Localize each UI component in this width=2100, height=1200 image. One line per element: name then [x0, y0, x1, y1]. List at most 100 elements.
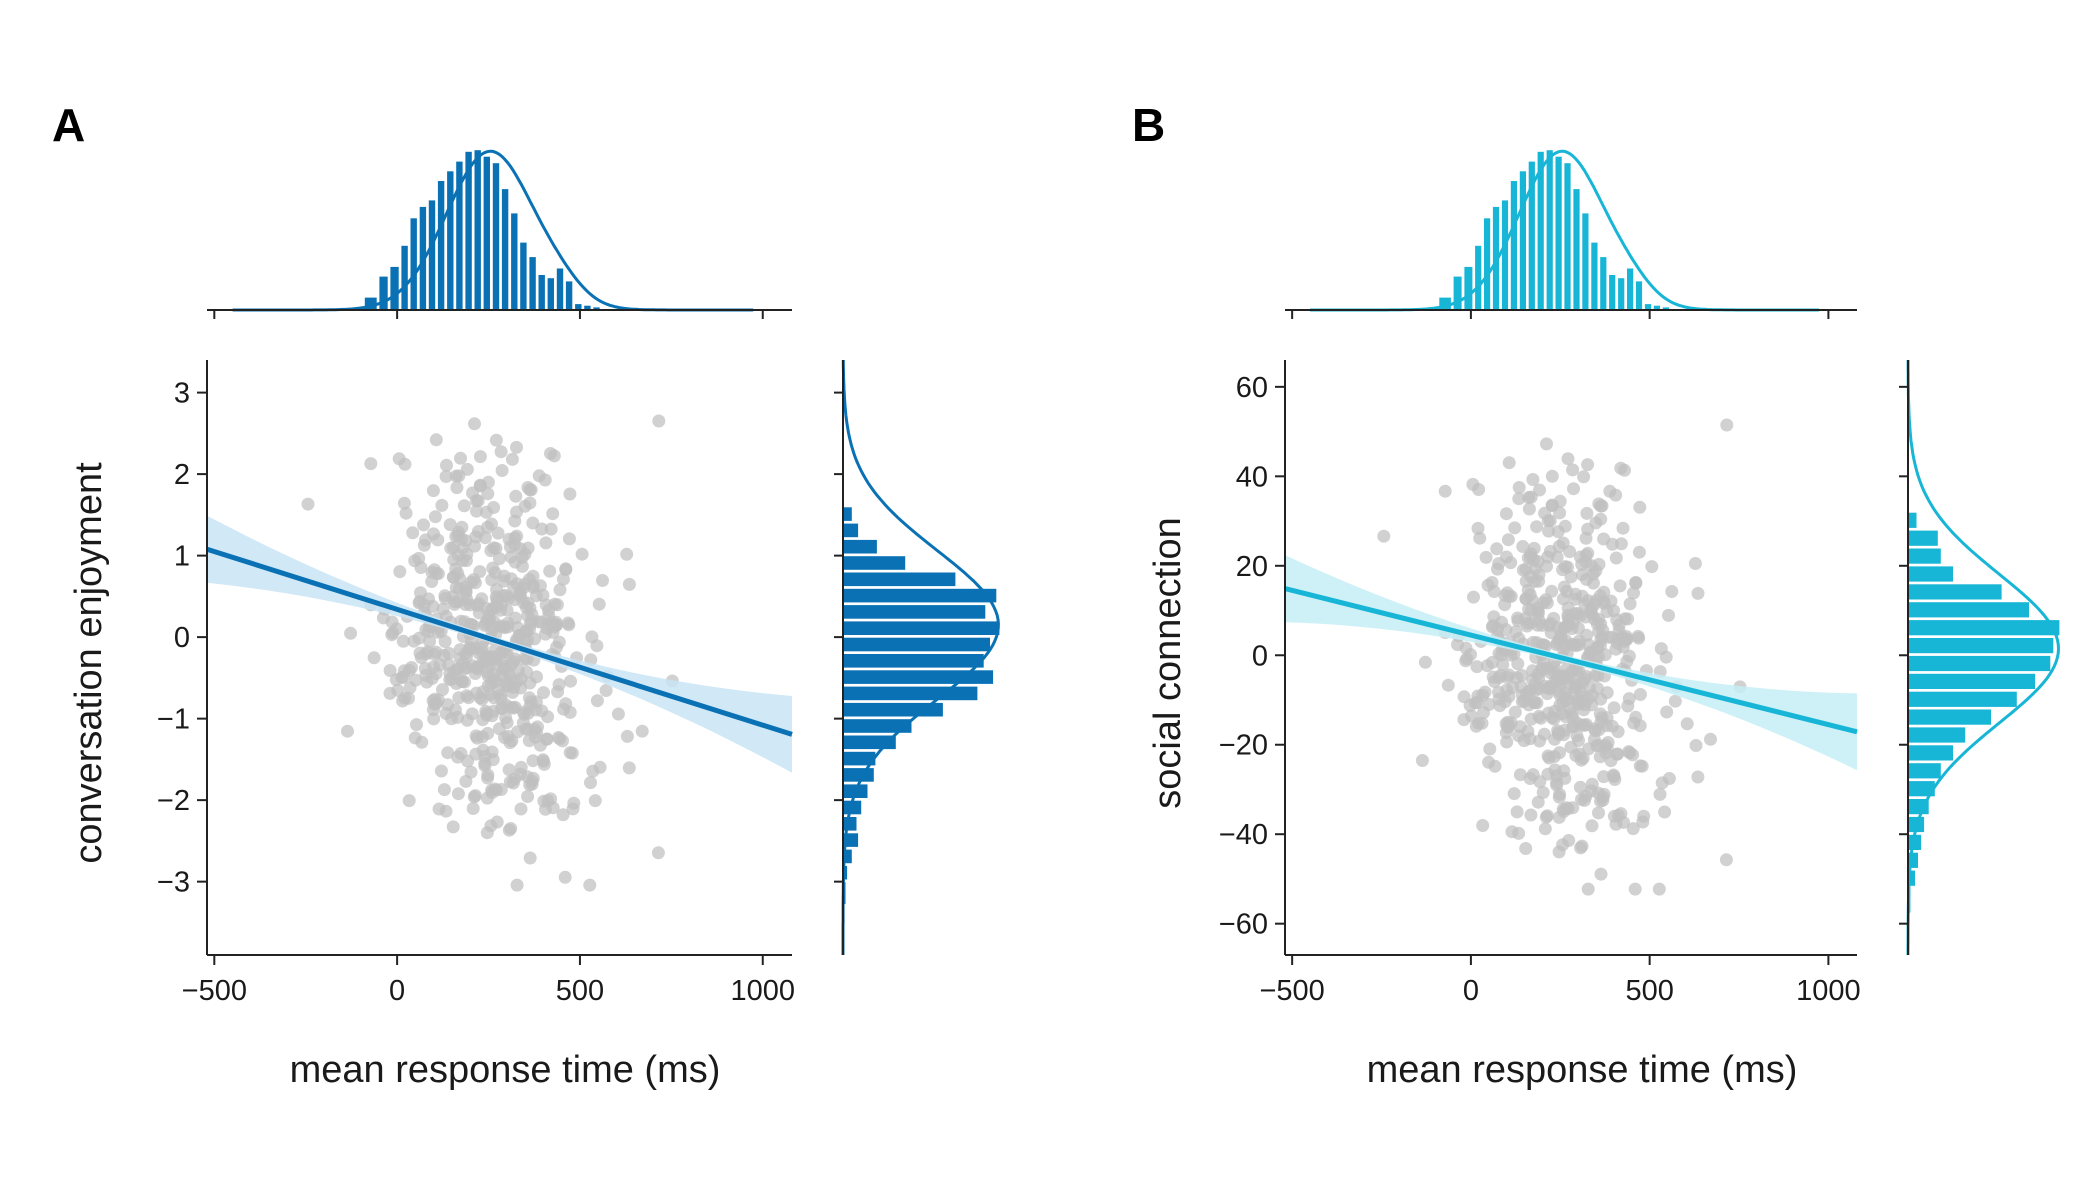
histogram-bar — [1607, 273, 1617, 311]
scatter-point — [1691, 770, 1705, 784]
scatter-point — [1627, 716, 1641, 730]
scatter-point — [1632, 545, 1646, 559]
scatter-point — [1550, 776, 1563, 790]
x-tick-label: 0 — [389, 975, 405, 1007]
scatter-point — [484, 651, 497, 665]
scatter-point — [1561, 452, 1575, 466]
histogram-bar — [427, 199, 437, 311]
scatter-point — [1509, 625, 1523, 639]
scatter-point — [471, 662, 485, 676]
scatter-point — [1511, 657, 1525, 671]
scatter-point — [523, 601, 537, 615]
scatter-point — [1665, 585, 1679, 598]
scatter-point — [1556, 563, 1570, 577]
scatter-point — [1579, 789, 1593, 803]
scatter-point — [1469, 719, 1483, 733]
scatter-point — [1492, 671, 1506, 685]
histogram-bar — [436, 179, 446, 311]
panel-a: A −500 0 500 1000 3 2 1 0 −1 −2 −3 mean response t… — [52, 99, 1001, 1091]
scatter-point — [1470, 696, 1484, 709]
scatter-point — [1541, 767, 1555, 781]
scatter-point — [1574, 753, 1588, 767]
panel-a-x-axis-label: mean response time (ms) — [290, 1049, 721, 1091]
histogram-bar — [1634, 280, 1644, 311]
scatter-point — [415, 735, 429, 749]
scatter-point — [425, 565, 439, 579]
scatter-point — [1556, 592, 1570, 606]
scatter-point — [1483, 742, 1497, 756]
histogram-bar — [537, 273, 547, 311]
scatter-point — [1593, 707, 1607, 721]
histogram-bar — [482, 155, 492, 311]
scatter-point — [1457, 690, 1471, 704]
histogram-bar — [1907, 565, 1955, 583]
scatter-point — [515, 559, 529, 573]
scatter-point — [1579, 610, 1593, 624]
scatter-point — [427, 712, 441, 726]
scatter-point — [1594, 512, 1608, 526]
scatter-point — [502, 823, 516, 837]
scatter-point — [501, 616, 515, 630]
scatter-point — [1438, 484, 1452, 498]
scatter-point — [454, 451, 467, 465]
scatter-point — [495, 701, 509, 715]
scatter-point — [514, 802, 528, 816]
scatter-point — [466, 802, 480, 815]
scatter-point — [1418, 655, 1432, 669]
scatter-point — [1540, 437, 1553, 451]
scatter-point — [341, 724, 354, 738]
y-tick-label: 0 — [1252, 640, 1268, 672]
scatter-point — [1377, 529, 1391, 543]
scatter-point — [426, 484, 440, 498]
scatter-point — [428, 692, 442, 706]
scatter-point — [464, 575, 478, 589]
histogram-bar — [1625, 267, 1635, 311]
scatter-point — [1601, 736, 1615, 749]
scatter-point — [510, 529, 524, 543]
panel-b-scatter-plot: −500 0 500 1000 60 40 20 0 −20 −40 −60 — [1219, 360, 1861, 1007]
histogram-bar — [842, 685, 979, 702]
scatter-point — [1660, 705, 1674, 719]
scatter-point — [463, 617, 477, 631]
scatter-point — [575, 547, 589, 561]
scatter-point — [562, 532, 576, 546]
y-tick-label: 40 — [1236, 461, 1268, 493]
scatter-point — [1540, 809, 1554, 823]
scatter-point — [484, 544, 498, 558]
scatter-point — [517, 705, 531, 719]
scatter-point — [1599, 746, 1613, 760]
scatter-point — [533, 579, 547, 593]
scatter-point — [1521, 616, 1535, 630]
scatter-point — [1464, 648, 1477, 661]
scatter-point — [1541, 749, 1555, 763]
scatter-point — [451, 529, 465, 543]
scatter-point — [523, 851, 537, 865]
histogram-bar — [1907, 600, 2031, 619]
scatter-point — [1618, 463, 1631, 477]
scatter-point — [1658, 805, 1672, 819]
histogram-bar — [445, 170, 455, 311]
scatter-point — [1652, 882, 1666, 896]
histogram-bar — [1473, 244, 1483, 311]
scatter-point — [451, 710, 464, 724]
histogram-bar — [1907, 761, 1943, 780]
scatter-point — [1580, 506, 1594, 520]
scatter-point — [1538, 506, 1552, 520]
x-tick-label: 500 — [556, 975, 604, 1007]
scatter-point — [1500, 735, 1514, 749]
scatter-point — [1616, 521, 1630, 535]
scatter-point — [511, 725, 524, 739]
scatter-point — [1548, 732, 1562, 746]
scatter-point — [1605, 537, 1619, 551]
scatter-point — [1473, 531, 1487, 545]
scatter-point — [1512, 481, 1526, 494]
panel-b-y-axis-label: social connection — [1147, 517, 1189, 809]
scatter-point — [451, 750, 465, 764]
scatter-point — [1611, 809, 1625, 823]
scatter-point — [1531, 618, 1545, 632]
scatter-point — [486, 620, 500, 634]
scatter-point — [563, 746, 577, 760]
scatter-point — [1553, 506, 1567, 520]
scatter-point — [487, 691, 501, 705]
scatter-point — [1637, 809, 1651, 823]
